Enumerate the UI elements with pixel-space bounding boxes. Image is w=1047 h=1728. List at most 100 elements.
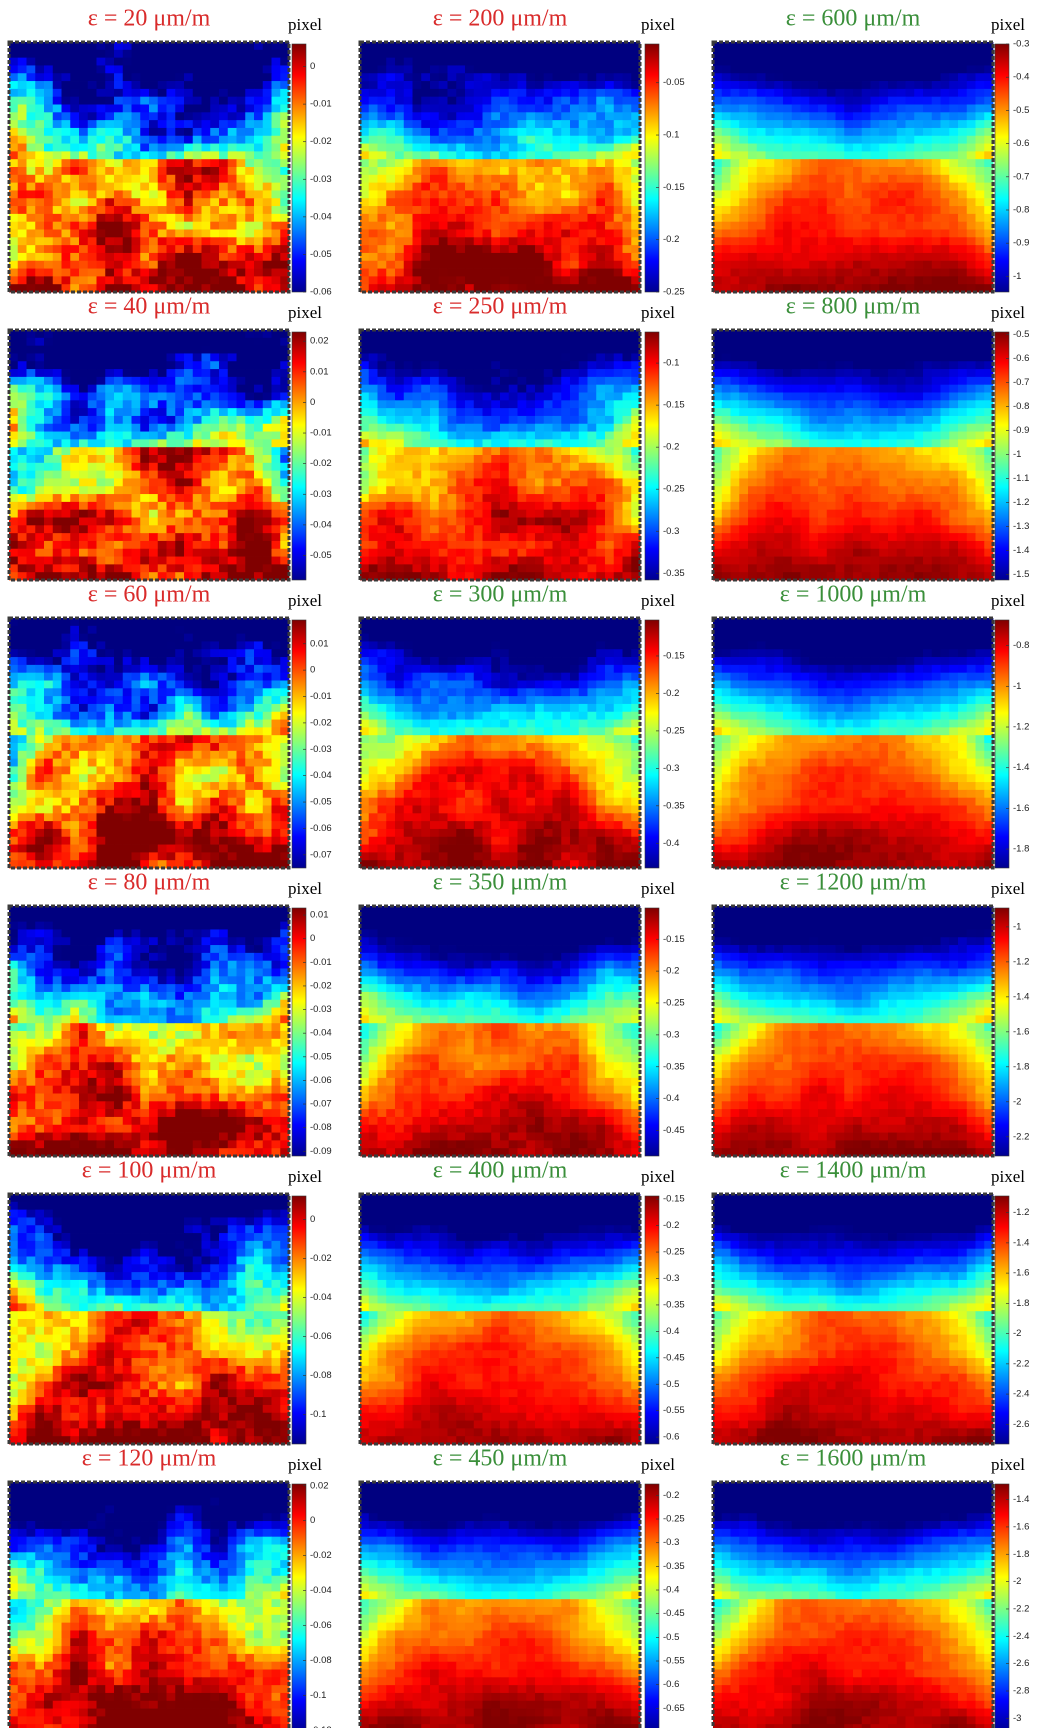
heatmap-cell (219, 1133, 228, 1141)
heatmap-cell (237, 222, 246, 230)
heatmap-cell (254, 385, 263, 393)
heatmap-cell (18, 712, 27, 720)
heatmap-cell (44, 1125, 53, 1133)
heatmap-cell (114, 782, 123, 790)
heatmap-cell (210, 471, 219, 479)
heatmap-cell (123, 525, 132, 533)
heatmap-cell (237, 175, 246, 183)
heatmap-cell (132, 533, 141, 541)
heatmap-cell (193, 1125, 202, 1133)
heatmap-cell (202, 533, 211, 541)
heatmap-cell (35, 518, 44, 526)
heatmap-cell (245, 1023, 254, 1031)
heatmap-cell (158, 688, 167, 696)
heatmap-cell (193, 1225, 202, 1233)
heatmap-cell (18, 1389, 27, 1397)
heatmap-cell (175, 1342, 184, 1350)
heatmap-cell (219, 1374, 228, 1382)
heatmap-cell (114, 634, 123, 642)
heatmap-cell (263, 720, 272, 728)
heatmap-cell (132, 1311, 141, 1319)
heatmap-cell (245, 144, 254, 152)
heatmap-cell (132, 1225, 141, 1233)
heatmap-cell (53, 377, 62, 385)
heatmap-cell (114, 416, 123, 424)
heatmap-cell (254, 494, 263, 502)
heatmap-cell (175, 992, 184, 1000)
heatmap-cell (202, 696, 211, 704)
heatmap-cell (263, 439, 272, 447)
heatmap-cell (44, 681, 53, 689)
heatmap-cell (70, 774, 79, 782)
heatmap-cell (245, 136, 254, 144)
heatmap-cell (228, 439, 237, 447)
heatmap-cell (132, 845, 141, 853)
heatmap-cell (53, 245, 62, 253)
heatmap-cell (123, 837, 132, 845)
heatmap-cell (114, 1133, 123, 1141)
heatmap-cell (210, 533, 219, 541)
heatmap-cell (35, 463, 44, 471)
heatmap-cell (167, 681, 176, 689)
heatmap-cell (210, 353, 219, 361)
heatmap-cell (158, 346, 167, 354)
heatmap-cell (245, 712, 254, 720)
heatmap-cell (105, 346, 114, 354)
heatmap-cell (27, 735, 36, 743)
heatmap-cell (88, 463, 97, 471)
heatmap-cell (237, 533, 246, 541)
heatmap-cell (158, 400, 167, 408)
heatmap-cell (184, 1023, 193, 1031)
heatmap-cell (27, 1210, 36, 1218)
heatmap-cell (35, 1054, 44, 1062)
heatmap-cell (114, 478, 123, 486)
heatmap-cell (123, 471, 132, 479)
heatmap-cell (114, 97, 123, 105)
heatmap-cell (123, 1374, 132, 1382)
heatmap-cell (35, 190, 44, 198)
heatmap-cell (44, 1133, 53, 1141)
heatmap-cell (62, 782, 71, 790)
heatmap-cell (18, 961, 27, 969)
heatmap-cell (27, 269, 36, 277)
heatmap-cell (18, 1039, 27, 1047)
heatmap-cell (167, 65, 176, 73)
heatmap-cell (158, 510, 167, 518)
heatmap-cell (62, 837, 71, 845)
heatmap-cell (202, 1015, 211, 1023)
heatmap-cell (210, 261, 219, 269)
heatmap-cell (254, 688, 263, 696)
heatmap-cell (140, 183, 149, 191)
heatmap-cell (184, 136, 193, 144)
heatmap-cell (140, 1233, 149, 1241)
heatmap-cell (158, 945, 167, 953)
heatmap-cell (105, 688, 114, 696)
heatmap-cell (35, 790, 44, 798)
heatmap-cell (79, 1202, 88, 1210)
heatmap-cell (88, 845, 97, 853)
heatmap-cell (140, 518, 149, 526)
heatmap-cell (202, 190, 211, 198)
heatmap-cell (245, 564, 254, 572)
heatmap-cell (70, 937, 79, 945)
heatmap-cell (35, 1217, 44, 1225)
heatmap-cell (105, 657, 114, 665)
heatmap-cell (202, 1288, 211, 1296)
heatmap-cell (114, 167, 123, 175)
heatmap-cell (167, 1272, 176, 1280)
heatmap-cell (18, 564, 27, 572)
heatmap-cell (62, 549, 71, 557)
heatmap-cell (70, 494, 79, 502)
heatmap-cell (272, 424, 281, 432)
heatmap-cell (18, 525, 27, 533)
heatmap-cell (254, 478, 263, 486)
heatmap-cell (97, 657, 106, 665)
heatmap-cell (158, 151, 167, 159)
heatmap-cell (245, 377, 254, 385)
heatmap-cell (70, 73, 79, 81)
heatmap-cell (44, 190, 53, 198)
heatmap-cell (263, 518, 272, 526)
heatmap-cell (228, 961, 237, 969)
heatmap-cell (202, 214, 211, 222)
heatmap-cell (254, 1039, 263, 1047)
